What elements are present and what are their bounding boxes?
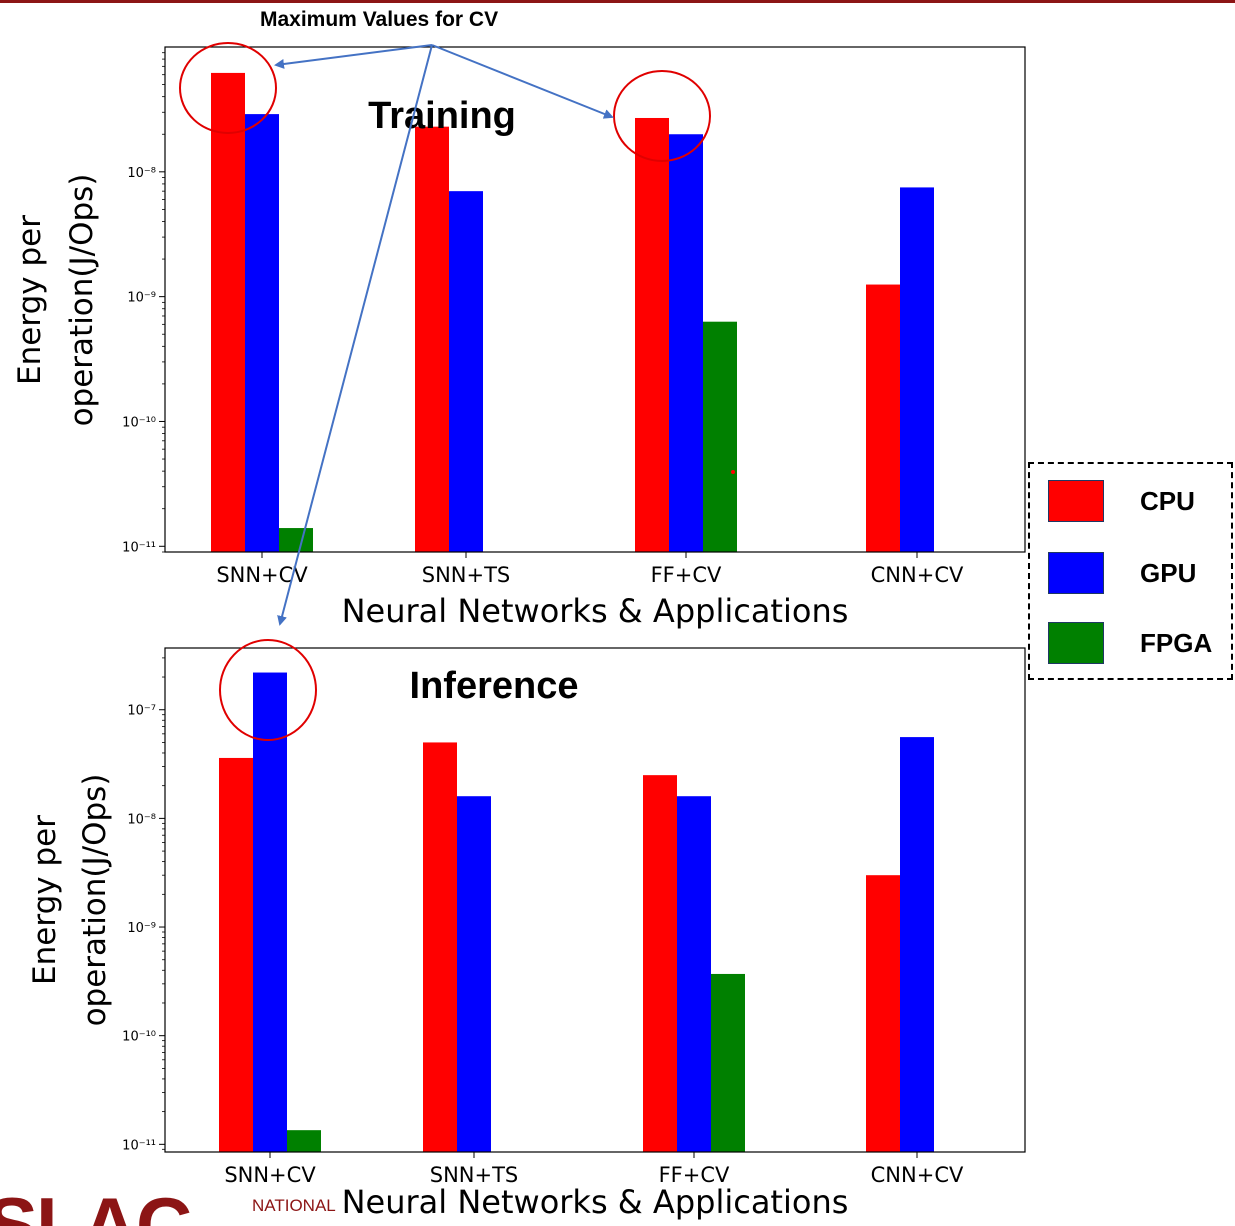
marker-dot bbox=[731, 470, 735, 474]
y-tick-label: 10⁻⁹ bbox=[127, 291, 156, 306]
bar-gpu-cnn-cv bbox=[900, 737, 934, 1152]
x-axis-label: Neural Networks & Applications bbox=[342, 1183, 849, 1221]
x-tick-label: FF+CV bbox=[659, 1163, 730, 1187]
y-tick-label: 10⁻¹⁰ bbox=[122, 1030, 156, 1045]
highlight-circle bbox=[613, 70, 711, 162]
chart-title: Training bbox=[368, 95, 516, 137]
y-axis-label: Energy per bbox=[12, 215, 48, 385]
top-accent-bar bbox=[0, 0, 1235, 3]
legend-swatch-fpga bbox=[1048, 622, 1104, 664]
annotation-layer bbox=[179, 42, 711, 741]
bar-cpu-ff-cv bbox=[643, 775, 677, 1152]
bar-fpga-ff-cv bbox=[703, 321, 737, 552]
annotation-arrow bbox=[431, 44, 614, 119]
highlight-circle bbox=[219, 639, 317, 741]
x-axis-label: Neural Networks & Applications bbox=[342, 592, 849, 630]
y-axis-label: operation(J/Ops) bbox=[77, 774, 113, 1027]
bar-fpga-ff-cv bbox=[711, 973, 745, 1152]
legend-label-gpu: GPU bbox=[1140, 558, 1197, 588]
x-tick-label: FF+CV bbox=[651, 563, 722, 587]
bar-gpu-snn-ts bbox=[449, 191, 483, 553]
legend: CPU GPU FPGA bbox=[1028, 462, 1233, 680]
legend-swatch-cpu bbox=[1048, 480, 1104, 522]
bar-cpu-snn-cv bbox=[211, 72, 245, 552]
x-tick-label: CNN+CV bbox=[871, 563, 964, 587]
bar-cpu-cnn-cv bbox=[866, 284, 900, 552]
annotation-arrow bbox=[277, 44, 433, 626]
bar-gpu-ff-cv bbox=[669, 134, 703, 552]
annotation-arrow bbox=[274, 44, 433, 69]
bar-gpu-snn-cv bbox=[245, 114, 279, 552]
x-tick-label: CNN+CV bbox=[871, 1163, 964, 1187]
axes-frame bbox=[164, 647, 1026, 1153]
bar-gpu-cnn-cv bbox=[900, 187, 934, 552]
bar-cpu-snn-cv bbox=[219, 757, 253, 1152]
y-tick-label: 10⁻¹¹ bbox=[122, 540, 156, 555]
bar-cpu-snn-ts bbox=[415, 126, 449, 553]
bar-cpu-snn-ts bbox=[423, 742, 457, 1152]
legend-label-cpu: CPU bbox=[1140, 486, 1195, 516]
bar-cpu-ff-cv bbox=[635, 117, 669, 552]
slac-logo-subtext: NATIONAL bbox=[252, 1196, 336, 1215]
x-tick-label: SNN+CV bbox=[224, 1163, 316, 1187]
slac-logo: SLAC bbox=[0, 1186, 245, 1226]
axes-frame bbox=[164, 46, 1026, 553]
y-tick-label: 10⁻⁹ bbox=[127, 921, 156, 936]
annotation-title: Maximum Values for CV bbox=[260, 8, 499, 31]
x-tick-label: SNN+TS bbox=[430, 1163, 519, 1187]
legend-label-fpga: FPGA bbox=[1140, 628, 1213, 658]
y-tick-label: 10⁻¹⁰ bbox=[122, 415, 156, 430]
chart-title: Inference bbox=[410, 665, 579, 707]
y-axis-label: operation(J/Ops) bbox=[64, 174, 100, 427]
bar-gpu-ff-cv bbox=[677, 796, 711, 1152]
legend-swatch-gpu bbox=[1048, 552, 1104, 594]
y-tick-label: 10⁻¹¹ bbox=[122, 1138, 156, 1153]
highlight-circle bbox=[179, 42, 277, 134]
bar-gpu-snn-cv bbox=[253, 672, 287, 1152]
y-tick-label: 10⁻⁷ bbox=[127, 704, 156, 719]
bar-cpu-cnn-cv bbox=[866, 875, 900, 1152]
y-axis-label: Energy per bbox=[27, 815, 63, 985]
x-tick-label: SNN+TS bbox=[422, 563, 511, 587]
bar-gpu-snn-ts bbox=[457, 796, 491, 1152]
slac-logo-text: SLAC bbox=[0, 1186, 192, 1226]
bar-fpga-snn-cv bbox=[287, 1130, 321, 1152]
y-tick-label: 10⁻⁸ bbox=[127, 812, 156, 827]
inference-chart: 10⁻¹¹ 10⁻¹⁰ 10⁻⁹ 10⁻⁸ 10⁻⁷ SNN+CV SNN+TS FF+CV C… bbox=[27, 647, 1026, 1221]
bar-fpga-snn-cv bbox=[279, 528, 313, 552]
y-tick-label: 10⁻⁸ bbox=[127, 166, 156, 181]
